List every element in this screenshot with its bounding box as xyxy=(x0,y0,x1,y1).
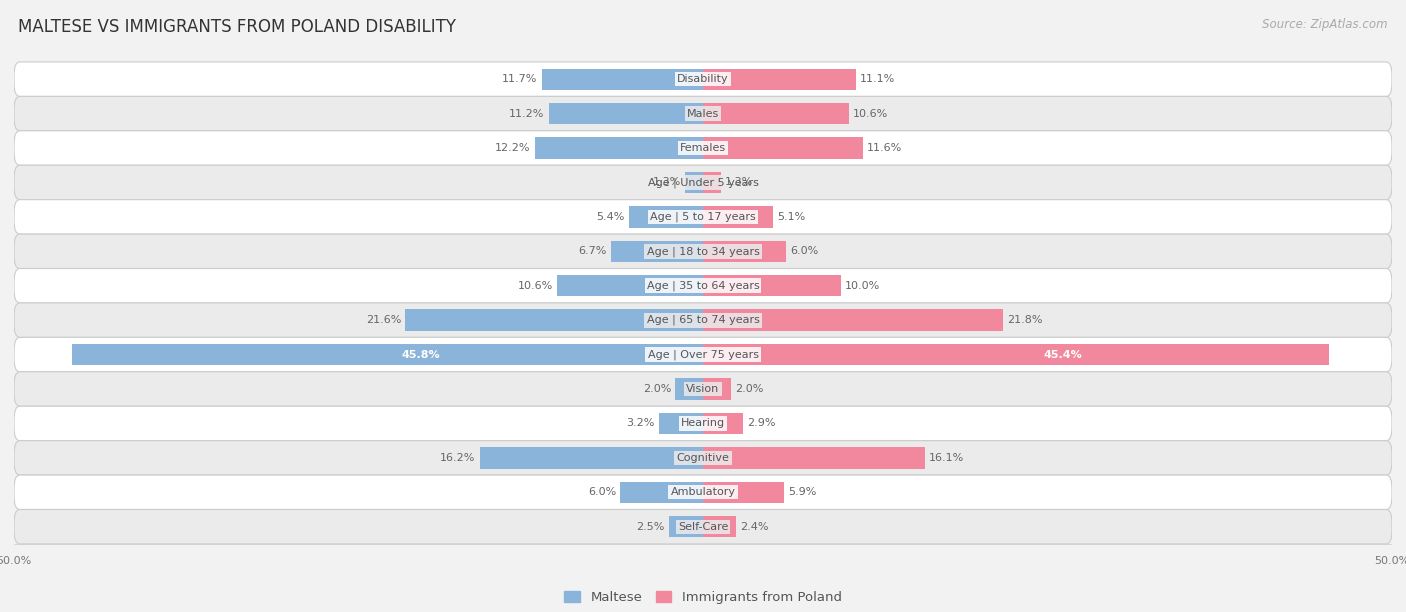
Text: 6.0%: 6.0% xyxy=(790,246,818,256)
FancyBboxPatch shape xyxy=(14,96,1392,131)
Text: 6.7%: 6.7% xyxy=(578,246,606,256)
Text: 6.0%: 6.0% xyxy=(588,487,616,498)
Bar xyxy=(703,310,1004,331)
Text: 3.2%: 3.2% xyxy=(627,419,655,428)
FancyBboxPatch shape xyxy=(14,509,1392,544)
Text: Disability: Disability xyxy=(678,74,728,84)
Text: Cognitive: Cognitive xyxy=(676,453,730,463)
Text: Males: Males xyxy=(688,108,718,119)
Text: 11.2%: 11.2% xyxy=(509,108,544,119)
Text: 5.4%: 5.4% xyxy=(596,212,624,222)
Bar xyxy=(534,137,703,159)
Text: 2.9%: 2.9% xyxy=(747,419,776,428)
Text: 11.6%: 11.6% xyxy=(868,143,903,153)
Text: 2.5%: 2.5% xyxy=(636,521,665,532)
Text: 10.6%: 10.6% xyxy=(853,108,889,119)
Bar xyxy=(703,137,863,159)
Text: 16.2%: 16.2% xyxy=(440,453,475,463)
Text: 12.2%: 12.2% xyxy=(495,143,531,153)
Bar xyxy=(659,412,703,434)
Text: Age | 65 to 74 years: Age | 65 to 74 years xyxy=(647,315,759,326)
FancyBboxPatch shape xyxy=(14,337,1392,371)
Text: 2.0%: 2.0% xyxy=(735,384,763,394)
Text: Self-Care: Self-Care xyxy=(678,521,728,532)
Text: 5.9%: 5.9% xyxy=(789,487,817,498)
Text: Hearing: Hearing xyxy=(681,419,725,428)
Text: 21.6%: 21.6% xyxy=(366,315,401,325)
Text: 2.0%: 2.0% xyxy=(643,384,671,394)
Text: Source: ZipAtlas.com: Source: ZipAtlas.com xyxy=(1263,18,1388,31)
FancyBboxPatch shape xyxy=(14,234,1392,269)
Text: Females: Females xyxy=(681,143,725,153)
Bar xyxy=(703,172,721,193)
Text: 1.3%: 1.3% xyxy=(725,177,754,187)
Bar xyxy=(541,69,703,90)
FancyBboxPatch shape xyxy=(14,303,1392,337)
Bar xyxy=(703,206,773,228)
FancyBboxPatch shape xyxy=(14,475,1392,509)
Text: Age | Under 5 years: Age | Under 5 years xyxy=(648,177,758,188)
FancyBboxPatch shape xyxy=(14,200,1392,234)
Text: MALTESE VS IMMIGRANTS FROM POLAND DISABILITY: MALTESE VS IMMIGRANTS FROM POLAND DISABI… xyxy=(18,18,457,36)
Bar xyxy=(675,378,703,400)
Bar xyxy=(703,241,786,262)
FancyBboxPatch shape xyxy=(14,406,1392,441)
Text: 45.8%: 45.8% xyxy=(401,349,440,360)
Bar xyxy=(548,103,703,124)
Bar xyxy=(669,516,703,537)
Text: Age | Over 75 years: Age | Over 75 years xyxy=(648,349,758,360)
Bar xyxy=(557,275,703,296)
Text: Age | 18 to 34 years: Age | 18 to 34 years xyxy=(647,246,759,256)
Bar xyxy=(703,103,849,124)
FancyBboxPatch shape xyxy=(14,371,1392,406)
Bar xyxy=(703,275,841,296)
FancyBboxPatch shape xyxy=(14,441,1392,475)
Bar xyxy=(703,482,785,503)
Text: 2.4%: 2.4% xyxy=(740,521,769,532)
Bar xyxy=(628,206,703,228)
Bar xyxy=(703,412,742,434)
Text: 16.1%: 16.1% xyxy=(929,453,965,463)
Bar xyxy=(685,172,703,193)
Bar xyxy=(703,516,737,537)
FancyBboxPatch shape xyxy=(14,62,1392,96)
Text: 10.0%: 10.0% xyxy=(845,281,880,291)
Bar xyxy=(620,482,703,503)
Text: Vision: Vision xyxy=(686,384,720,394)
Bar xyxy=(703,69,856,90)
Text: Ambulatory: Ambulatory xyxy=(671,487,735,498)
Bar xyxy=(703,378,731,400)
Bar xyxy=(610,241,703,262)
Text: 11.1%: 11.1% xyxy=(860,74,896,84)
Bar xyxy=(72,344,703,365)
FancyBboxPatch shape xyxy=(14,269,1392,303)
Text: 21.8%: 21.8% xyxy=(1008,315,1043,325)
Bar xyxy=(703,447,925,469)
Text: 10.6%: 10.6% xyxy=(517,281,553,291)
Bar xyxy=(703,344,1329,365)
Text: Age | 35 to 64 years: Age | 35 to 64 years xyxy=(647,280,759,291)
Bar xyxy=(405,310,703,331)
Text: 1.3%: 1.3% xyxy=(652,177,681,187)
Bar xyxy=(479,447,703,469)
FancyBboxPatch shape xyxy=(14,165,1392,200)
Text: 11.7%: 11.7% xyxy=(502,74,537,84)
Text: 5.1%: 5.1% xyxy=(778,212,806,222)
FancyBboxPatch shape xyxy=(14,131,1392,165)
Text: Age | 5 to 17 years: Age | 5 to 17 years xyxy=(650,212,756,222)
Text: 45.4%: 45.4% xyxy=(1043,349,1083,360)
Legend: Maltese, Immigrants from Poland: Maltese, Immigrants from Poland xyxy=(564,591,842,603)
